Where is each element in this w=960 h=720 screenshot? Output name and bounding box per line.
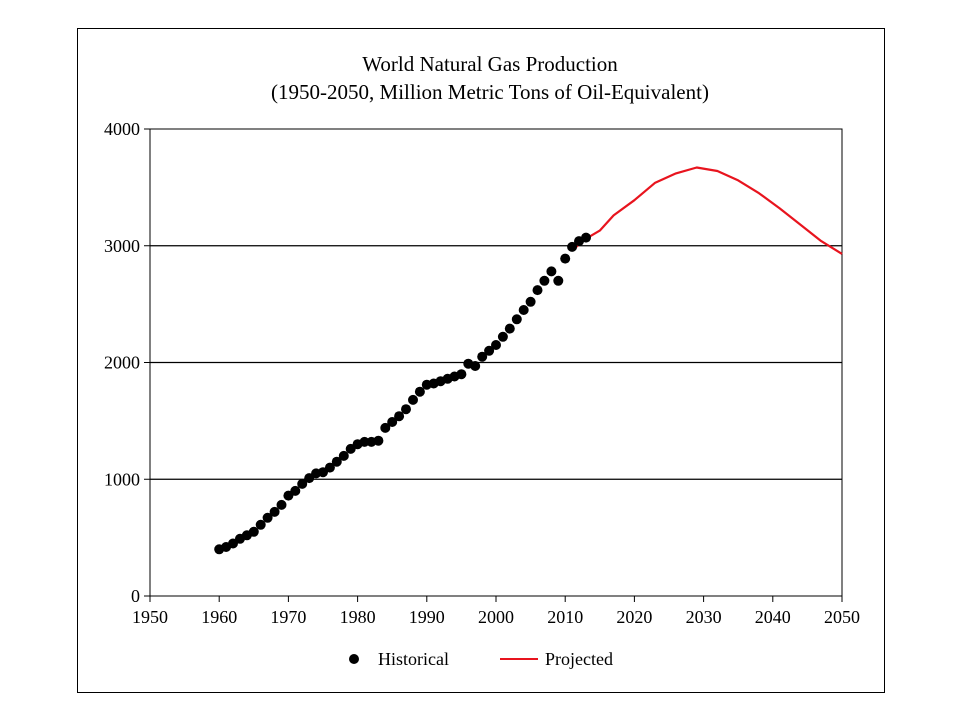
data-point-historical <box>262 512 273 523</box>
data-point-historical <box>567 241 578 252</box>
legend-label-projected: Projected <box>545 649 613 669</box>
data-point-historical <box>373 435 384 446</box>
y-tick-label: 4000 <box>104 119 140 139</box>
data-point-historical <box>484 345 495 356</box>
legend-label-historical: Historical <box>378 649 449 669</box>
data-point-historical <box>338 450 349 461</box>
data-point-historical <box>255 519 266 530</box>
x-tick-label: 2030 <box>686 607 722 627</box>
data-point-historical <box>359 436 370 447</box>
x-tick-label: 1970 <box>270 607 306 627</box>
data-point-historical <box>380 422 391 433</box>
data-point-historical <box>331 456 342 467</box>
data-point-historical <box>477 351 488 362</box>
chart: World Natural Gas Production (1950-2050,… <box>104 52 860 669</box>
data-point-historical <box>491 340 501 350</box>
y-tick-label: 2000 <box>104 353 140 373</box>
data-point-historical <box>497 331 508 342</box>
data-point-historical <box>581 232 591 243</box>
chart-subtitle: (1950-2050, Million Metric Tons of Oil-E… <box>271 80 709 104</box>
data-point-historical <box>408 394 418 405</box>
y-tick-label: 3000 <box>104 236 140 256</box>
data-point-historical <box>248 526 259 537</box>
data-point-historical <box>324 462 335 473</box>
data-point-historical <box>290 485 301 496</box>
data-point-historical <box>525 296 536 307</box>
data-point-historical <box>269 506 280 517</box>
data-point-historical <box>518 305 529 315</box>
data-point-historical <box>228 538 238 549</box>
data-point-historical <box>504 323 515 334</box>
chart-frame: World Natural Gas Production (1950-2050,… <box>77 28 885 693</box>
series-layer <box>214 166 843 555</box>
data-point-historical <box>456 369 467 380</box>
x-axis: 1950 1960 1970 1980 1990 2000 2010 2020 2030 2040… <box>132 596 860 627</box>
data-point-historical <box>546 266 557 277</box>
x-tick-label: 1980 <box>340 607 376 627</box>
data-point-historical <box>470 361 481 371</box>
data-point-historical <box>553 275 564 286</box>
data-point-historical <box>401 404 411 415</box>
data-point-historical <box>532 285 543 296</box>
y-tick-label: 1000 <box>104 469 140 489</box>
x-tick-label: 2020 <box>616 607 652 627</box>
y-axis: 0 1000 2000 3000 4000 <box>104 119 150 606</box>
x-tick-label: 1990 <box>409 607 445 627</box>
gridlines <box>150 245 842 480</box>
series-line-projected <box>571 166 843 255</box>
data-point-historical <box>560 253 571 264</box>
data-point-historical <box>297 478 308 489</box>
data-point-historical <box>414 386 425 397</box>
x-tick-label: 2040 <box>755 607 791 627</box>
x-tick-label: 2000 <box>478 607 514 627</box>
data-point-historical <box>511 314 522 325</box>
chart-title: World Natural Gas Production <box>362 52 618 76</box>
x-tick-label: 1960 <box>201 607 237 627</box>
legend-marker-historical <box>349 654 359 664</box>
y-tick-label: 0 <box>131 586 140 606</box>
data-point-historical <box>539 275 550 286</box>
legend: Historical Projected <box>349 649 613 669</box>
x-tick-label: 2010 <box>547 607 583 627</box>
x-tick-label: 2050 <box>824 607 860 627</box>
data-point-historical <box>276 499 287 510</box>
data-point-historical <box>394 411 405 422</box>
x-tick-label: 1950 <box>132 607 168 627</box>
data-point-historical <box>387 417 398 427</box>
